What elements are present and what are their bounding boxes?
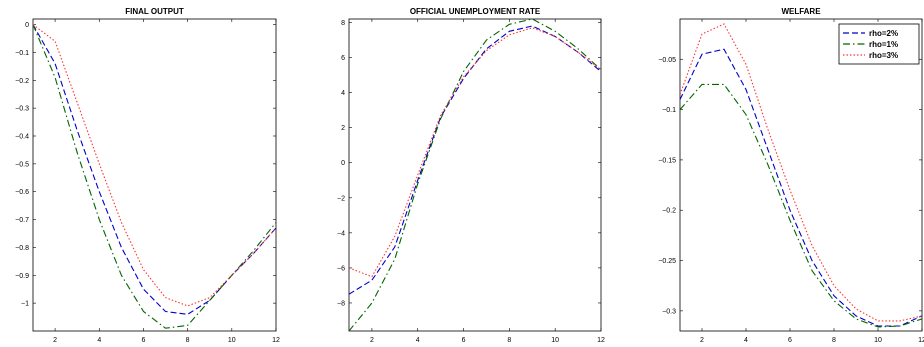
legend-label: rho=2% [869,29,898,38]
x-tick-label: 8 [186,337,190,344]
legend: rho=2% rho=1% rho=3% [838,23,920,65]
x-tick-label: 8 [507,337,511,344]
x-tick-label: 6 [462,337,466,344]
y-tick-label: −0.1 [662,107,676,114]
plot-frame [348,18,602,332]
chart-title: WELFARE [781,7,821,16]
series-line-rho=1% [349,19,601,331]
y-tick-label: −0.8 [15,245,29,252]
x-tick-label: 10 [551,337,559,344]
x-tick-label: 12 [597,337,605,344]
legend-label: rho=3% [869,51,898,60]
y-tick-label: −4 [337,230,345,237]
x-tick-label: 10 [228,337,236,344]
x-tick-label: 2 [53,337,57,344]
y-tick-label: −0.1 [15,50,29,57]
y-tick-label: 6 [341,55,345,62]
x-tick-label: 8 [832,337,836,344]
plot-frame [679,18,923,332]
y-tick-label: −0.2 [662,208,676,215]
legend-label: rho=1% [869,40,898,49]
x-tick-label: 4 [97,337,101,344]
y-tick-label: −0.3 [15,106,29,113]
y-tick-label: −0.05 [658,57,676,64]
y-tick-label: 4 [341,90,345,97]
y-tick-label: −2 [337,195,345,202]
plot-frame [32,18,277,332]
x-tick-label: 2 [370,337,374,344]
series-line-rho=2% [680,48,922,327]
x-tick-label: 2 [700,337,704,344]
series-line-rho=3% [349,27,601,278]
series-line-rho=1% [680,83,922,328]
y-tick-label: −0.5 [15,161,29,168]
chart-title: FINAL OUTPUT [125,7,184,16]
x-tick-label: 4 [744,337,748,344]
x-tick-label: 10 [874,337,882,344]
y-tick-label: −0.7 [15,217,29,224]
chart-panel-1: FINAL OUTPUT 2 4 6 8 10 12 −1 −0.9 −0.8 −0.7 −0.6 −0… [15,7,280,344]
chart-title: OFFICIAL UNEMPLOYMENT RATE [410,7,541,16]
y-tick-label: −0.6 [15,189,29,196]
y-tick-label: 0 [341,160,345,167]
y-tick-label: −0.2 [15,78,29,85]
y-tick-label: −0.3 [662,308,676,315]
y-tick-label: −0.4 [15,134,29,141]
x-tick-label: 6 [788,337,792,344]
legend-box [838,23,920,65]
chart-panel-2: OFFICIAL UNEMPLOYMENT RATE 2 4 6 8 10 12 −8 −6 −4… [337,7,605,344]
y-tick-label: −8 [337,300,345,307]
x-tick-label: 4 [416,337,420,344]
y-tick-label: −6 [337,265,345,272]
chart-panel-3: WELFARE 2 4 6 8 10 12 −0.3 −0.25 −0.2 −0.15 −0.1 −0.… [658,7,924,344]
y-tick-label: 8 [341,20,345,27]
y-tick-label: −0.9 [15,273,29,280]
y-tick-label: −0.25 [658,258,676,265]
y-tick-label: −0.15 [658,157,676,164]
series-line-rho=3% [33,24,276,307]
x-tick-label: 12 [918,337,924,344]
y-tick-label: 0 [25,22,29,29]
y-tick-label: 2 [341,125,345,132]
y-tick-label: −1 [21,301,29,308]
x-tick-label: 6 [142,337,146,344]
x-tick-label: 12 [272,337,280,344]
series-line-rho=3% [680,23,922,322]
